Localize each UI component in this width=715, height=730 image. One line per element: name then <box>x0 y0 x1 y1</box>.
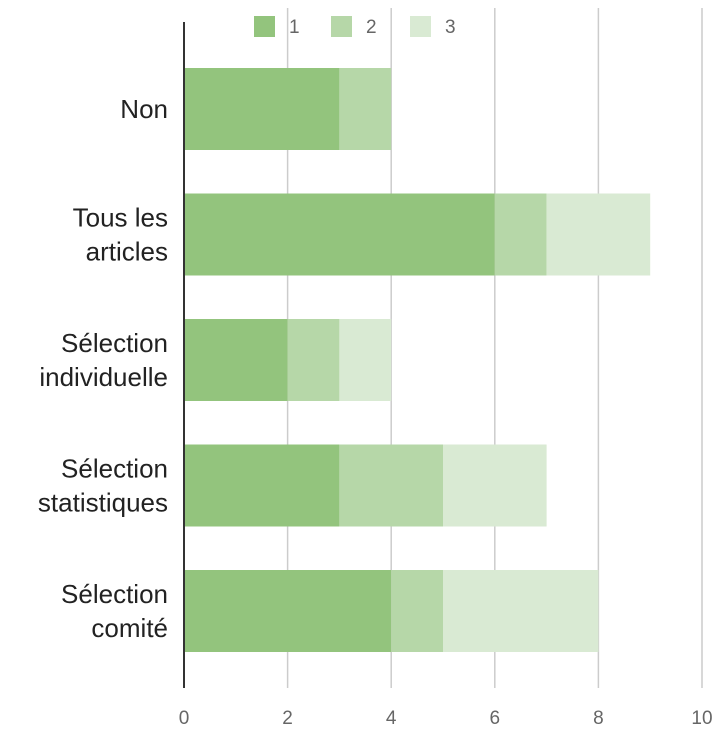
legend: 1 2 3 <box>254 16 456 38</box>
x-tick-6: 6 <box>490 708 501 729</box>
bar-4-series-2 <box>391 570 443 652</box>
bar-4-series-3 <box>443 570 599 652</box>
category-label-3-line-1: statistiques <box>38 488 168 518</box>
bar-1-series-3 <box>546 193 651 276</box>
x-tick-2: 2 <box>282 708 293 729</box>
category-label-1-line-1: articles <box>86 237 168 267</box>
category-label-3-line-0: Sélection <box>61 454 168 484</box>
x-tick-8: 8 <box>593 708 604 729</box>
bar-2-series-1 <box>184 319 288 401</box>
x-tick-4: 4 <box>386 708 397 729</box>
legend-swatch-2 <box>331 16 352 37</box>
category-label-4-line-1: comité <box>91 613 168 643</box>
x-tick-0: 0 <box>179 708 190 729</box>
bar-0-series-1 <box>184 68 340 150</box>
category-label-1-line-0: Tous les <box>73 203 168 233</box>
bar-2-series-2 <box>287 319 340 401</box>
legend-label-1: 1 <box>289 17 300 38</box>
legend-label-2: 2 <box>366 17 377 38</box>
bar-1-series-2 <box>494 193 547 276</box>
x-tick-labels: 0 2 4 6 8 10 <box>179 708 713 729</box>
bar-3-series-1 <box>184 444 340 527</box>
bars <box>184 68 651 652</box>
bar-3-series-2 <box>339 444 443 527</box>
bar-2-series-3 <box>339 319 392 401</box>
x-tick-10: 10 <box>691 708 712 729</box>
category-label-2-line-1: individuelle <box>39 362 168 392</box>
bar-4-series-1 <box>184 570 392 652</box>
category-label-2-line-0: Sélection <box>61 328 168 358</box>
category-labels: Non Tous les articles Sélection individuelle… <box>38 94 168 643</box>
legend-label-3: 3 <box>445 17 456 38</box>
legend-swatch-1 <box>254 16 275 37</box>
bar-0-series-2 <box>339 68 392 150</box>
category-label-4-line-0: Sélection <box>61 579 168 609</box>
bar-1-series-1 <box>184 193 495 276</box>
category-label-0-line-0: Non <box>120 94 168 124</box>
bar-3-series-3 <box>443 444 547 527</box>
legend-swatch-3 <box>410 16 431 37</box>
